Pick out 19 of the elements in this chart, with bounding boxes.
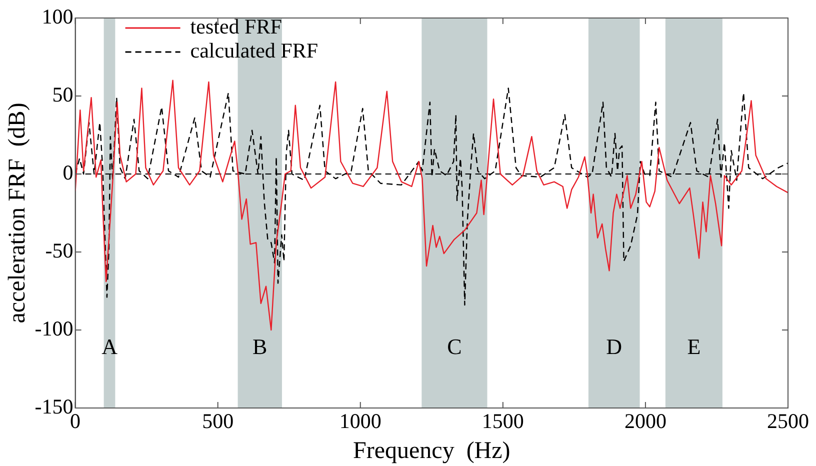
legend-label: tested FRF — [190, 14, 282, 39]
x-tick-label: 2000 — [624, 409, 666, 434]
x-axis-title: Frequency (Hz) — [353, 438, 510, 464]
x-tick-label: 1000 — [339, 409, 382, 434]
band-label: A — [102, 334, 118, 359]
y-tick-label: 100 — [42, 4, 74, 29]
y-axis-title: acceleration FRF (dB) — [4, 102, 31, 324]
band-label: E — [687, 334, 701, 359]
y-tick-label: -100 — [34, 316, 74, 341]
band-label: C — [447, 334, 462, 359]
x-tick-label: 2500 — [767, 409, 809, 434]
y-tick-label: 50 — [52, 82, 74, 107]
y-tick-label: -50 — [45, 238, 74, 263]
band-label: B — [252, 334, 268, 359]
y-tick-label: 0 — [62, 160, 74, 185]
x-tick-label: 500 — [202, 409, 234, 434]
legend-label: calculated FRF — [190, 38, 318, 63]
x-tick-label: 1500 — [482, 409, 524, 434]
band-label: D — [606, 334, 622, 359]
